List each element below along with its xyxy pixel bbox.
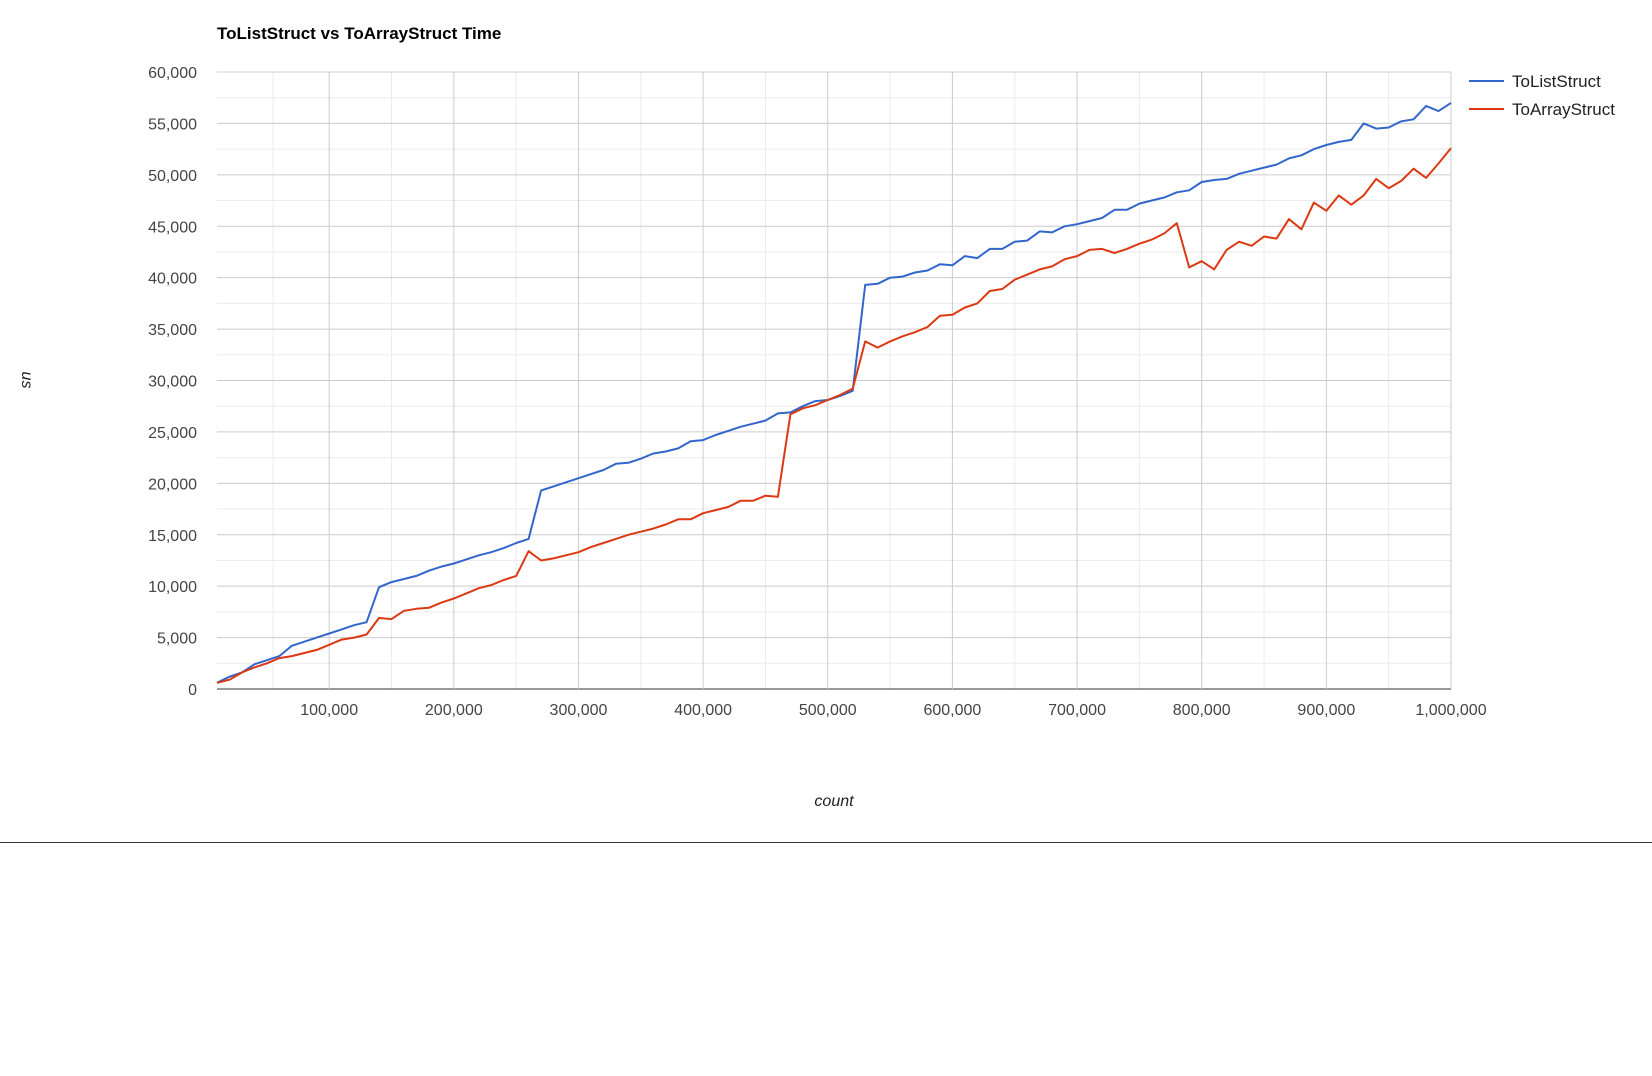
chart-container: ToListStruct vs ToArrayStruct Time 0 5,00… [18, 24, 1615, 810]
series-layer [216, 102, 1452, 684]
major-gridlines [217, 71, 1452, 690]
x-tick-label: 900,000 [1297, 702, 1355, 719]
legend-label-toliststruct: ToListStruct [1512, 72, 1601, 91]
x-tick-label: 100,000 [300, 702, 358, 719]
x-tick-label: 700,000 [1048, 702, 1106, 719]
legend-label-toarraystruct: ToArrayStruct [1512, 100, 1615, 119]
x-axis-ticks: 100,000 200,000 300,000 400,000 500,000 600,0… [300, 702, 1486, 719]
x-tick-label: 1,000,000 [1415, 702, 1486, 719]
x-tick-label: 400,000 [674, 702, 732, 719]
series-line-toarraystruct [216, 147, 1452, 684]
chart-title: ToListStruct vs ToArrayStruct Time [217, 24, 501, 43]
legend: ToListStruct ToArrayStruct [1469, 72, 1615, 119]
x-tick-label: 500,000 [799, 702, 857, 719]
divider-line [0, 842, 1652, 843]
y-tick-label: 60,000 [148, 65, 197, 82]
y-tick-label: 15,000 [148, 528, 197, 545]
y-tick-label: 0 [188, 682, 197, 699]
x-tick-label: 800,000 [1173, 702, 1231, 719]
y-tick-label: 55,000 [148, 116, 197, 133]
y-tick-label: 50,000 [148, 168, 197, 185]
y-tick-label: 40,000 [148, 271, 197, 288]
y-axis-label: us [18, 372, 35, 389]
x-axis-label: count [814, 793, 854, 810]
x-tick-label: 600,000 [923, 702, 981, 719]
y-tick-label: 20,000 [148, 476, 197, 493]
line-chart: ToListStruct vs ToArrayStruct Time 0 5,00… [18, 24, 1615, 810]
y-tick-label: 5,000 [157, 631, 197, 648]
y-tick-label: 25,000 [148, 425, 197, 442]
y-axis-ticks: 0 5,000 10,000 15,000 20,000 25,000 30,000 35,0… [148, 65, 197, 699]
y-tick-label: 35,000 [148, 322, 197, 339]
y-tick-label: 45,000 [148, 219, 197, 236]
y-tick-label: 10,000 [148, 579, 197, 596]
x-tick-label: 300,000 [550, 702, 608, 719]
series-line-toliststruct [216, 102, 1452, 684]
x-tick-label: 200,000 [425, 702, 483, 719]
y-tick-label: 30,000 [148, 374, 197, 391]
